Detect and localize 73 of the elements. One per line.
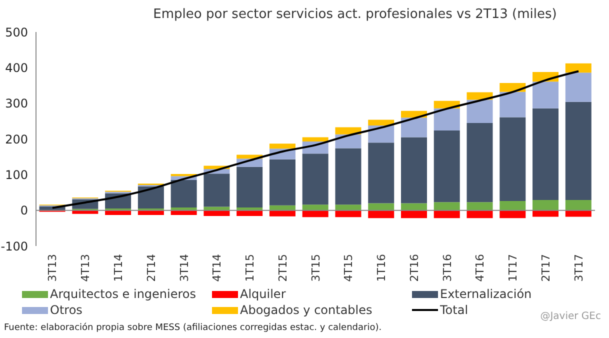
bar — [400, 137, 427, 204]
x-tick-label: 2T16 — [408, 254, 421, 282]
y-tick-label: 500 — [5, 25, 28, 40]
bar — [565, 210, 592, 217]
x-tick-label: 4T15 — [342, 254, 356, 282]
bar — [302, 137, 328, 142]
bar — [466, 122, 493, 202]
bar — [565, 102, 592, 200]
legend-label: Abogados y contables — [240, 303, 372, 317]
text: @Javier GEc — [540, 311, 601, 322]
y-tick-label: 400 — [5, 60, 28, 75]
bar — [368, 203, 394, 210]
bar — [532, 210, 559, 217]
y-tick-label: 300 — [5, 96, 28, 111]
x-tick-label: 2T15 — [276, 254, 290, 282]
y-tick-label: 100 — [5, 168, 28, 182]
legend-label: Total — [440, 303, 468, 317]
x-tick-label: 2T17 — [539, 254, 552, 282]
x-tick-label: 3T17 — [572, 254, 586, 282]
bar — [368, 142, 394, 204]
bar — [335, 134, 362, 148]
bar — [400, 203, 427, 210]
bar — [500, 117, 526, 202]
x-tick-label: 1T17 — [506, 254, 520, 282]
x-tick-label: 4T13 — [79, 254, 92, 282]
bar — [368, 125, 394, 143]
bar — [269, 210, 296, 216]
x-tick-label: 1T14 — [112, 254, 126, 282]
x-tick-label: 4T16 — [474, 254, 487, 282]
legend-label: Externalización — [440, 287, 532, 301]
source-note: Fuente: elaboración propia sobre MESS (afiliaciones corregidas estac. y calendario). — [4, 323, 382, 333]
y-tick-label: 200 — [5, 132, 28, 146]
bar — [269, 144, 296, 149]
y-tick-label: -100 — [0, 239, 28, 254]
bar — [500, 92, 526, 118]
bar — [269, 159, 296, 206]
bar — [565, 63, 592, 73]
bar — [434, 130, 460, 202]
x-tick-label: 3T16 — [440, 254, 454, 282]
x-tick-label: 1T15 — [244, 254, 257, 282]
x-tick-label: 2T14 — [144, 254, 158, 282]
x-tick-label: 3T15 — [309, 254, 322, 282]
bar — [204, 174, 230, 207]
bar — [302, 204, 328, 210]
line-series — [51, 70, 580, 209]
bar — [466, 202, 493, 210]
bar — [466, 100, 493, 123]
bar — [170, 180, 197, 208]
bar — [302, 154, 328, 205]
bar — [335, 204, 362, 210]
legend-label: Alquiler — [240, 287, 286, 301]
bar — [532, 200, 559, 210]
bar — [138, 186, 164, 209]
bar — [434, 108, 460, 130]
bar — [434, 202, 460, 210]
y-tick-label: 0 — [20, 204, 28, 218]
x-tick-label: 1T16 — [375, 254, 388, 282]
x-tick-label: 4T14 — [210, 254, 224, 282]
bar — [400, 118, 427, 138]
legend-label: Otros — [50, 303, 82, 317]
bar — [500, 201, 526, 210]
bar — [236, 166, 263, 208]
bar — [532, 108, 559, 200]
bar — [565, 72, 592, 102]
bar — [368, 120, 394, 126]
bar — [335, 127, 362, 134]
bar — [565, 200, 592, 210]
chart-title: Empleo por sector servicios act. profesionales vs 2T13 (miles) — [152, 7, 558, 22]
legend-label: Arquitectos e ingenieros — [50, 287, 196, 301]
bar — [532, 82, 559, 108]
x-tick-label: 3T14 — [178, 254, 191, 282]
bar — [335, 148, 362, 205]
x-tick-label: 3T13 — [46, 254, 60, 282]
